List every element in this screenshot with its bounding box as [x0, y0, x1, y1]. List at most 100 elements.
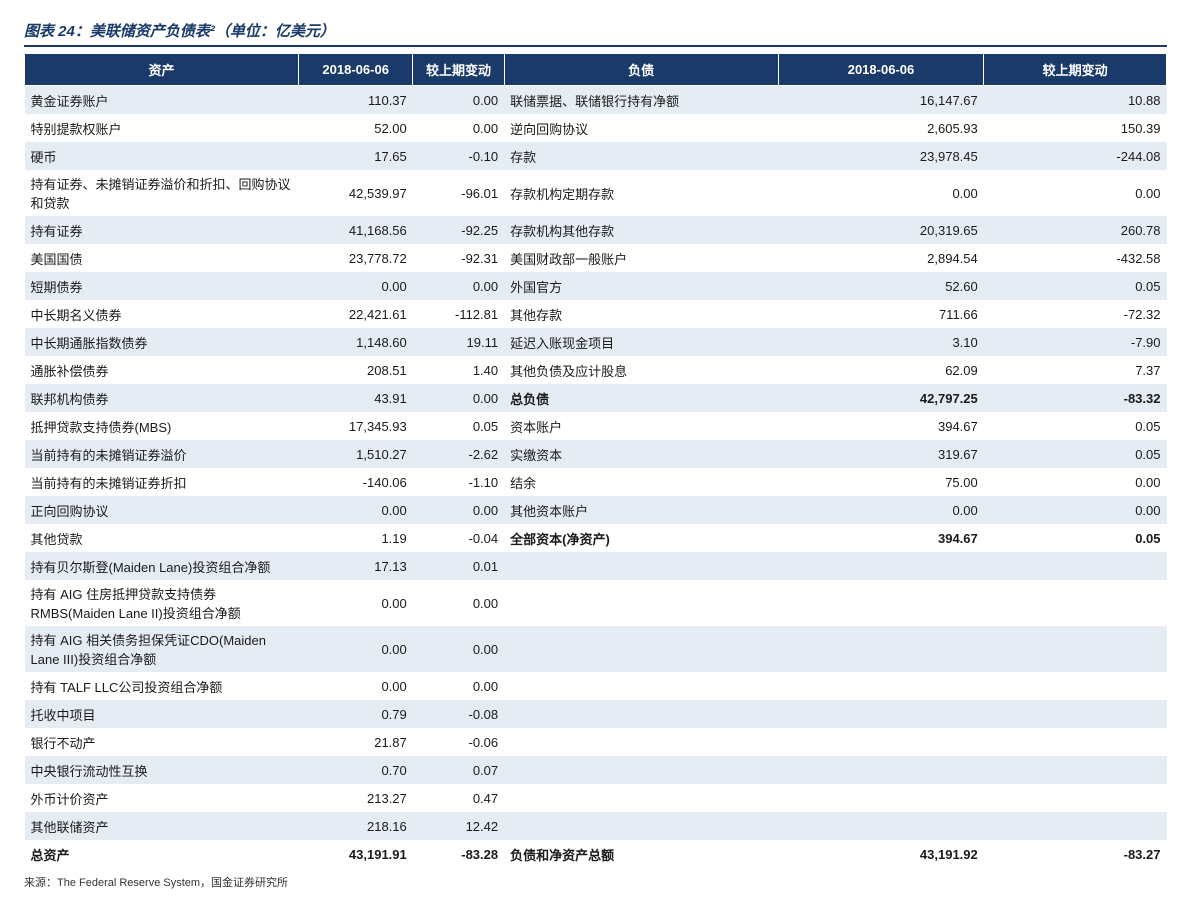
asset-label: 持有贝尔斯登(Maiden Lane)投资组合净额 [25, 552, 299, 580]
asset-label: 黄金证券账户 [25, 86, 299, 115]
asset-change: -0.04 [413, 524, 504, 552]
liability-label: 其他资本账户 [504, 496, 778, 524]
table-row: 联邦机构债券43.910.00总负债42,797.25-83.32 [25, 384, 1167, 412]
table-source: 来源：The Federal Reserve System，国金证券研究所 [24, 874, 1167, 890]
liability-label: 联储票据、联储银行持有净额 [504, 86, 778, 115]
asset-value: 43.91 [299, 384, 413, 412]
liability-change: -7.90 [984, 328, 1167, 356]
liability-label: 存款 [504, 142, 778, 170]
asset-label: 当前持有的未摊销证券折扣 [25, 468, 299, 496]
col-liab-change: 较上期变动 [984, 54, 1167, 86]
asset-change: -1.10 [413, 468, 504, 496]
asset-value: 17.13 [299, 552, 413, 580]
asset-change: 1.40 [413, 356, 504, 384]
table-header-row: 资产 2018-06-06 较上期变动 负债 2018-06-06 较上期变动 [25, 54, 1167, 86]
empty-cell [984, 728, 1167, 756]
liability-value: 0.00 [778, 170, 984, 216]
liability-value: 2,605.93 [778, 114, 984, 142]
liability-label: 负债和净资产总额 [504, 840, 778, 868]
asset-change: -96.01 [413, 170, 504, 216]
liability-label: 外国官方 [504, 272, 778, 300]
empty-cell [778, 700, 984, 728]
liability-change: 0.05 [984, 524, 1167, 552]
asset-label: 总资产 [25, 840, 299, 868]
liability-change: 0.00 [984, 468, 1167, 496]
empty-cell [504, 812, 778, 840]
asset-label: 中央银行流动性互换 [25, 756, 299, 784]
asset-value: 0.70 [299, 756, 413, 784]
asset-value: 1,148.60 [299, 328, 413, 356]
table-row: 其他贷款1.19-0.04全部资本(净资产)394.670.05 [25, 524, 1167, 552]
liability-value: 43,191.92 [778, 840, 984, 868]
asset-change: 0.00 [413, 496, 504, 524]
table-row: 中长期通胀指数债券1,148.6019.11延迟入账现金项目3.10-7.90 [25, 328, 1167, 356]
empty-cell [504, 756, 778, 784]
liability-change: -83.32 [984, 384, 1167, 412]
table-row: 其他联储资产218.1612.42 [25, 812, 1167, 840]
asset-value: 0.00 [299, 626, 413, 672]
table-row: 短期债券0.000.00外国官方52.600.05 [25, 272, 1167, 300]
asset-label: 持有 AIG 住房抵押贷款支持债券RMBS(Maiden Lane II)投资组… [25, 580, 299, 626]
col-assets-date: 2018-06-06 [299, 54, 413, 86]
asset-label: 正向回购协议 [25, 496, 299, 524]
asset-change: 0.00 [413, 580, 504, 626]
asset-value: 208.51 [299, 356, 413, 384]
asset-value: 110.37 [299, 86, 413, 115]
table-row: 硬币17.65-0.10存款23,978.45-244.08 [25, 142, 1167, 170]
asset-label: 中长期通胀指数债券 [25, 328, 299, 356]
liability-change: -72.32 [984, 300, 1167, 328]
liability-value: 42,797.25 [778, 384, 984, 412]
asset-label: 通胀补偿债券 [25, 356, 299, 384]
table-title: 图表 24：美联储资产负债表²（单位：亿美元） [24, 20, 1167, 47]
liability-change: -432.58 [984, 244, 1167, 272]
liability-value: 2,894.54 [778, 244, 984, 272]
asset-label: 托收中项目 [25, 700, 299, 728]
asset-change: 0.01 [413, 552, 504, 580]
table-row: 持有 AIG 相关债务担保凭证CDO(Maiden Lane III)投资组合净… [25, 626, 1167, 672]
liability-value: 16,147.67 [778, 86, 984, 115]
table-row: 正向回购协议0.000.00其他资本账户0.000.00 [25, 496, 1167, 524]
asset-value: 1.19 [299, 524, 413, 552]
table-row: 抵押贷款支持债券(MBS)17,345.930.05资本账户394.670.05 [25, 412, 1167, 440]
liability-change: -244.08 [984, 142, 1167, 170]
table-row: 总资产43,191.91-83.28负债和净资产总额43,191.92-83.2… [25, 840, 1167, 868]
empty-cell [778, 552, 984, 580]
empty-cell [984, 552, 1167, 580]
asset-value: 41,168.56 [299, 216, 413, 244]
asset-value: 0.00 [299, 496, 413, 524]
asset-label: 硬币 [25, 142, 299, 170]
asset-change: -92.25 [413, 216, 504, 244]
asset-change: 0.05 [413, 412, 504, 440]
asset-change: 0.47 [413, 784, 504, 812]
asset-value: 0.00 [299, 272, 413, 300]
asset-value: 0.79 [299, 700, 413, 728]
liability-change: 0.05 [984, 272, 1167, 300]
empty-cell [778, 728, 984, 756]
empty-cell [778, 784, 984, 812]
table-row: 中央银行流动性互换0.700.07 [25, 756, 1167, 784]
liability-change: 0.00 [984, 170, 1167, 216]
asset-value: 23,778.72 [299, 244, 413, 272]
table-row: 持有 TALF LLC公司投资组合净额0.000.00 [25, 672, 1167, 700]
asset-value: 21.87 [299, 728, 413, 756]
asset-label: 美国国债 [25, 244, 299, 272]
table-row: 通胀补偿债券208.511.40其他负债及应计股息62.097.37 [25, 356, 1167, 384]
empty-cell [984, 626, 1167, 672]
table-row: 持有 AIG 住房抵押贷款支持债券RMBS(Maiden Lane II)投资组… [25, 580, 1167, 626]
col-assets-change: 较上期变动 [413, 54, 504, 86]
empty-cell [504, 580, 778, 626]
asset-change: 0.00 [413, 626, 504, 672]
empty-cell [778, 756, 984, 784]
asset-value: 218.16 [299, 812, 413, 840]
liability-label: 逆向回购协议 [504, 114, 778, 142]
asset-change: -0.08 [413, 700, 504, 728]
liability-change: 0.00 [984, 496, 1167, 524]
asset-value: 0.00 [299, 672, 413, 700]
liability-change: 0.05 [984, 440, 1167, 468]
asset-label: 抵押贷款支持债券(MBS) [25, 412, 299, 440]
liability-value: 394.67 [778, 412, 984, 440]
liability-value: 319.67 [778, 440, 984, 468]
liability-change: 7.37 [984, 356, 1167, 384]
asset-value: 22,421.61 [299, 300, 413, 328]
liability-label: 全部资本(净资产) [504, 524, 778, 552]
